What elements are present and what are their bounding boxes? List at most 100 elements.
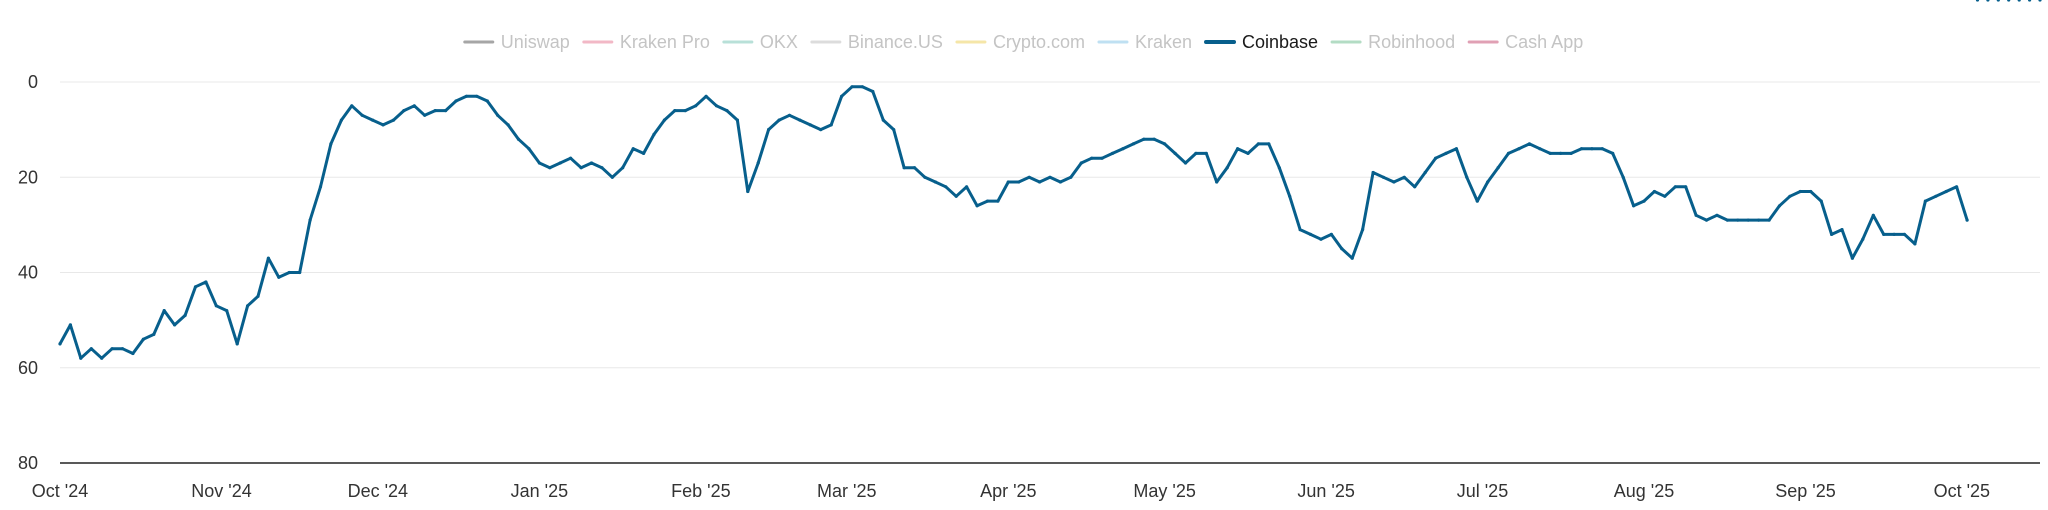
legend-item-coinbase[interactable]: Coinbase [1204,32,1318,52]
x-tick-label-nov-24: Nov '24 [191,481,251,501]
data-point-coinbase-2025-10-04 [1975,0,1980,2]
legend-item-robinhood[interactable]: Robinhood [1330,32,1455,52]
data-point-coinbase-2025-03-04 [860,85,865,89]
data-point-coinbase-2025-03-20 [944,185,948,189]
data-point-coinbase-2025-01-15 [610,175,614,179]
legend-label-kraken-pro: Kraken Pro [620,32,710,52]
data-point-coinbase-2025-04-21 [1110,151,1115,155]
data-point-coinbase-2025-06-08 [1361,228,1365,232]
x-tick-label-may-25: May '25 [1133,481,1195,501]
y-tick-label-40: 40 [18,263,38,283]
data-point-coinbase-2025-01-07 [569,156,573,160]
data-point-coinbase-2025-03-14 [912,166,917,170]
legend-item-cash-app[interactable]: Cash App [1467,32,1583,52]
data-point-coinbase-2025-05-29 [1308,232,1313,236]
data-point-coinbase-2025-10-10 [2007,0,2011,2]
data-point-coinbase-2025-05-27 [1298,228,1302,232]
data-point-coinbase-2025-07-26 [1611,151,1615,155]
data-point-coinbase-2025-08-07 [1673,185,1677,189]
data-point-coinbase-2025-06-12 [1381,175,1386,179]
data-point-coinbase-2025-09-24 [1923,199,1927,203]
data-point-coinbase-2024-10-21 [162,309,166,313]
data-point-coinbase-2025-03-28 [985,199,990,203]
data-point-coinbase-2025-08-21 [1746,218,1750,222]
data-point-coinbase-2025-10-02 [1965,218,1969,222]
data-point-coinbase-2025-05-05 [1183,161,1188,165]
data-point-coinbase-2025-05-23 [1277,166,1281,170]
x-tick-label-apr-25: Apr '25 [980,481,1036,501]
data-point-coinbase-2025-05-21 [1267,142,1271,146]
data-point-coinbase-2025-09-22 [1913,242,1917,246]
data-point-coinbase-2025-02-26 [829,123,833,127]
legend-item-uniswap[interactable]: Uniswap [463,32,570,52]
data-point-coinbase-2025-08-29 [1788,194,1792,198]
data-point-coinbase-2025-10-08 [1996,0,2000,2]
legend-item-kraken[interactable]: Kraken [1097,32,1192,52]
data-point-coinbase-2025-04-17 [1090,156,1094,160]
legend-item-binance-us[interactable]: Binance.US [810,32,943,52]
data-point-coinbase-2025-05-01 [1163,142,1167,146]
x-tick-label-sep-25: Sep '25 [1775,481,1836,501]
data-point-coinbase-2025-09-20 [1902,232,1907,236]
data-point-coinbase-2025-07-24 [1600,147,1604,151]
data-point-coinbase-2025-03-06 [871,89,875,94]
data-point-coinbase-2024-12-02 [381,123,385,127]
data-point-coinbase-2025-04-09 [1048,175,1052,179]
data-point-coinbase-2024-10-25 [183,313,187,317]
data-point-coinbase-2025-05-09 [1204,151,1208,155]
legend-label-uniswap: Uniswap [501,32,570,52]
data-point-coinbase-2024-12-16 [454,99,458,103]
data-point-coinbase-2024-10-07 [89,347,93,351]
data-point-coinbase-2024-11-20 [318,185,323,189]
data-point-coinbase-2024-12-26 [506,123,510,127]
data-point-coinbase-2025-01-25 [662,118,667,122]
legend-label-crypto-com: Crypto.com [993,32,1085,52]
data-point-coinbase-2025-09-18 [1892,232,1896,236]
data-point-coinbase-2025-06-06 [1350,256,1354,260]
data-point-coinbase-2024-10-15 [131,351,135,356]
data-point-coinbase-2024-12-30 [527,147,531,151]
data-point-coinbase-2025-07-18 [1569,151,1573,155]
data-point-coinbase-2024-10-31 [214,304,218,308]
legend-label-kraken: Kraken [1135,32,1192,52]
data-point-coinbase-2025-01-21 [642,151,646,155]
data-point-coinbase-2025-04-11 [1058,180,1062,184]
data-point-coinbase-2025-08-03 [1652,189,1656,194]
data-point-coinbase-2025-06-18 [1413,185,1417,189]
data-point-coinbase-2025-09-10 [1850,256,1854,260]
data-point-coinbase-2024-11-14 [287,270,291,275]
data-point-coinbase-2025-06-22 [1434,156,1438,160]
data-point-coinbase-2025-09-02 [1809,189,1813,194]
legend-item-kraken-pro[interactable]: Kraken Pro [582,32,710,52]
data-point-coinbase-2025-01-27 [673,109,677,113]
data-point-coinbase-2024-12-18 [464,94,468,98]
x-tick-label-oct-25: Oct '25 [1934,481,1990,501]
data-point-coinbase-2025-03-22 [954,194,958,198]
data-point-coinbase-2025-02-10 [746,189,750,194]
legend-item-okx[interactable]: OKX [722,32,798,52]
y-axis: 0 20 40 60 80 [18,72,38,473]
legend-label-okx: OKX [760,32,798,52]
data-point-coinbase-2025-05-03 [1173,151,1177,155]
data-point-coinbase-2025-02-28 [840,94,844,98]
data-point-coinbase-2024-11-28 [360,113,364,117]
data-point-coinbase-2025-06-10 [1371,170,1375,175]
data-point-coinbase-2024-12-14 [444,109,448,113]
data-point-coinbase-2024-12-08 [412,104,416,108]
data-point-coinbase-2025-01-09 [579,166,583,170]
legend-item-crypto-com[interactable]: Crypto.com [955,32,1085,52]
data-point-coinbase-2024-11-02 [225,309,229,313]
data-point-coinbase-2024-10-11 [110,347,114,351]
data-point-coinbase-2024-10-23 [173,323,177,327]
data-point-coinbase-2025-08-23 [1757,218,1761,222]
data-point-coinbase-2025-02-12 [756,161,760,165]
y-tick-label-20: 20 [18,167,38,187]
data-point-coinbase-2024-10-19 [152,332,156,336]
data-point-coinbase-2025-01-19 [631,147,635,151]
data-point-coinbase-2025-09-14 [1871,213,1875,217]
series-points-coinbase [58,0,2042,360]
data-point-coinbase-2025-01-03 [548,166,552,170]
data-point-coinbase-2024-11-12 [277,275,281,279]
gridlines [60,81,2040,464]
data-point-coinbase-2025-09-26 [1934,194,1938,198]
